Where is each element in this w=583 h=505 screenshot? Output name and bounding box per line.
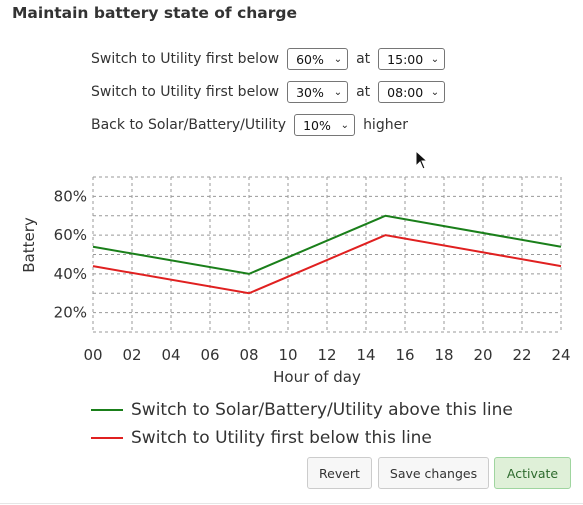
section-title: Maintain battery state of charge — [12, 4, 298, 22]
legend-item-green: Switch to Solar/Battery/Utility above th… — [91, 400, 513, 420]
legend-swatch-green — [91, 409, 123, 411]
x-tick-labels: 00 02 04 06 08 10 12 14 16 18 20 22 24 — [83, 346, 570, 364]
x-tick-label: 14 — [356, 346, 375, 364]
x-axis-label: Hour of day — [273, 368, 361, 386]
x-tick-label: 12 — [317, 346, 336, 364]
legend-label-red: Switch to Utility first below this line — [131, 428, 432, 448]
chevron-down-icon: ⌄ — [340, 119, 350, 131]
series-line-red — [92, 234, 562, 295]
chevron-down-icon: ⌄ — [333, 86, 343, 98]
chevron-down-icon: ⌄ — [430, 86, 440, 98]
back-percent-select[interactable]: 10% ⌄ — [294, 114, 356, 136]
x-tick-label: 18 — [434, 346, 453, 364]
y-tick-label: 80% — [54, 187, 87, 205]
y-tick-label: 20% — [54, 304, 87, 322]
x-tick-label: 08 — [239, 346, 258, 364]
threshold-label-1: Switch to Utility first below — [91, 51, 280, 67]
threshold-percent-value-1: 60% — [296, 51, 324, 67]
threshold-time-value-1: 15:00 — [387, 51, 424, 67]
threshold-percent-select-1[interactable]: 60% ⌄ — [287, 48, 349, 70]
chart-grid — [92, 176, 562, 333]
x-tick-label: 00 — [83, 346, 102, 364]
revert-button[interactable]: Revert — [307, 457, 372, 489]
legend-swatch-red — [91, 437, 123, 439]
x-tick-label: 24 — [551, 346, 570, 364]
threshold-row-2: Switch to Utility first below 30% ⌄ at 0… — [91, 79, 446, 105]
y-tick-label: 60% — [54, 226, 87, 244]
chevron-down-icon: ⌄ — [333, 53, 343, 65]
x-tick-label: 20 — [473, 346, 492, 364]
chart-series — [92, 214, 562, 295]
threshold-label-2: Switch to Utility first below — [91, 84, 280, 100]
threshold-time-select-2[interactable]: 08:00 ⌄ — [378, 81, 446, 103]
series-line-green — [92, 214, 562, 275]
activate-button[interactable]: Activate — [494, 457, 571, 489]
x-tick-label: 22 — [512, 346, 531, 364]
threshold-percent-value-2: 30% — [296, 84, 324, 100]
battery-chart: 20%40%60%80% 00 02 04 06 08 10 12 14 16 18 20 22 24 … — [20, 176, 571, 386]
back-suffix: higher — [363, 117, 408, 133]
divider — [0, 503, 583, 504]
legend-label-green: Switch to Solar/Battery/Utility above th… — [131, 400, 513, 420]
back-label: Back to Solar/Battery/Utility — [91, 117, 287, 133]
threshold-time-value-2: 08:00 — [387, 84, 424, 100]
mouse-cursor-icon — [415, 150, 429, 170]
threshold-row-1: Switch to Utility first below 60% ⌄ at 1… — [91, 46, 446, 72]
x-tick-label: 06 — [200, 346, 219, 364]
y-tick-label: 40% — [54, 265, 87, 283]
back-percent-value: 10% — [303, 117, 331, 133]
y-axis-label: Battery — [20, 217, 38, 273]
threshold-time-select-1[interactable]: 15:00 ⌄ — [378, 48, 446, 70]
save-changes-button[interactable]: Save changes — [378, 457, 489, 489]
at-label-2: at — [356, 84, 371, 100]
at-label-1: at — [356, 51, 371, 67]
y-tick-labels: 20% 40% 60% 80% — [54, 187, 87, 321]
legend-item-red: Switch to Utility first below this line — [91, 428, 432, 448]
back-row: Back to Solar/Battery/Utility 10% ⌄ high… — [91, 112, 408, 138]
x-tick-label: 02 — [122, 346, 141, 364]
threshold-percent-select-2[interactable]: 30% ⌄ — [287, 81, 349, 103]
x-tick-label: 04 — [161, 346, 180, 364]
chevron-down-icon: ⌄ — [430, 53, 440, 65]
x-tick-label: 16 — [395, 346, 414, 364]
x-tick-label: 10 — [278, 346, 297, 364]
